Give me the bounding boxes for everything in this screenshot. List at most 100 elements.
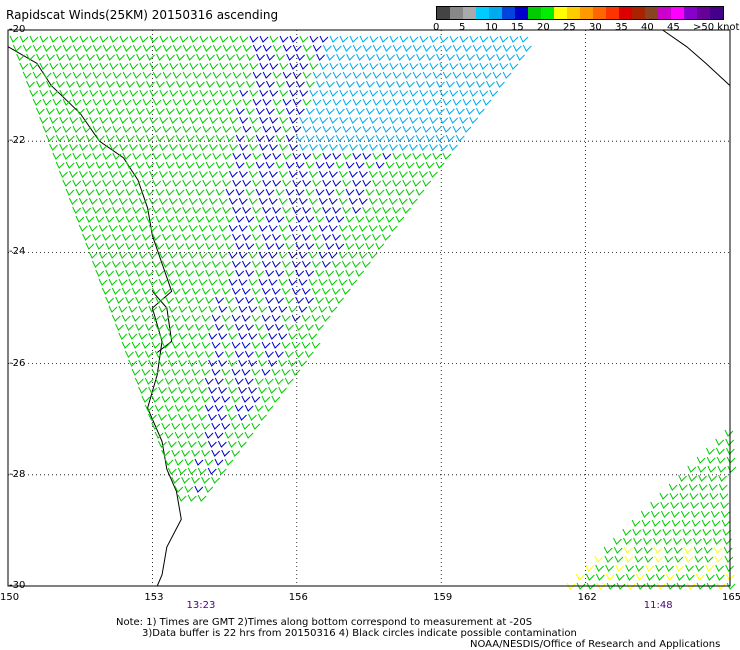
wind-barb — [125, 215, 135, 223]
wind-barb — [145, 107, 155, 115]
wind-barb — [459, 89, 469, 97]
new-caledonia-coastline — [662, 29, 731, 86]
wind-barb — [52, 71, 62, 79]
wind-barb — [155, 242, 165, 250]
wind-barb — [265, 296, 274, 304]
wind-barb — [222, 206, 232, 214]
wind-barb — [239, 89, 249, 97]
wind-barb — [238, 413, 247, 421]
wind-barb — [214, 350, 224, 358]
wind-barb — [722, 528, 732, 536]
wind-barb — [375, 242, 385, 250]
wind-barb — [177, 494, 187, 502]
wind-barb — [245, 161, 255, 169]
wind-barb — [175, 242, 185, 250]
wind-barb — [262, 44, 272, 52]
wind-barb — [164, 404, 174, 412]
pass-time-label: 13:23 — [186, 600, 216, 611]
wind-barb — [209, 116, 219, 124]
wind-barb — [432, 44, 442, 52]
wind-barb — [348, 278, 358, 286]
wind-barb — [372, 71, 382, 79]
wind-barb — [181, 368, 191, 376]
wind-barb — [335, 215, 345, 223]
wind-barb — [721, 519, 731, 527]
wind-barb — [359, 143, 368, 151]
wind-barb — [395, 134, 405, 142]
wind-barb — [302, 44, 312, 52]
wind-barb — [204, 404, 214, 412]
wind-barb — [256, 80, 265, 88]
wind-barb — [262, 71, 272, 79]
wind-barb — [211, 368, 221, 376]
wind-barb — [141, 341, 151, 349]
wind-barb — [248, 278, 258, 286]
wind-barb — [279, 89, 289, 97]
wind-barb — [178, 359, 188, 367]
wind-barb — [395, 107, 405, 115]
wind-barb — [322, 44, 332, 52]
wind-barb — [171, 422, 181, 430]
wind-barb — [472, 44, 482, 52]
wind-barb — [221, 314, 231, 322]
wind-barb — [322, 233, 331, 241]
wind-barb — [309, 89, 319, 97]
wind-barb — [174, 458, 184, 466]
wind-barb — [644, 555, 654, 563]
wind-barb — [166, 80, 175, 88]
wind-barb — [169, 170, 178, 178]
wind-barb — [315, 161, 325, 169]
wind-barb — [185, 188, 195, 196]
wind-barb — [201, 476, 210, 484]
colorbar-label: 40 — [641, 22, 654, 33]
wind-barb — [141, 395, 151, 403]
wind-barb — [375, 188, 385, 196]
wind-barb — [162, 179, 172, 187]
wind-barb — [386, 80, 395, 88]
wind-barb — [479, 35, 489, 43]
wind-barb — [389, 62, 399, 70]
wind-barb — [291, 260, 301, 268]
wind-barb — [258, 224, 268, 232]
wind-barb — [152, 179, 162, 187]
wind-barb — [195, 242, 205, 250]
wind-barb — [235, 161, 245, 169]
wind-barb — [98, 224, 108, 232]
wind-barb — [339, 116, 349, 124]
wind-barb — [145, 215, 155, 223]
wind-barb — [725, 438, 735, 446]
wind-barb — [342, 125, 352, 133]
wind-barb — [312, 125, 322, 133]
wind-barb — [615, 573, 625, 581]
wind-barb — [118, 278, 128, 286]
wind-barb — [242, 98, 252, 106]
wind-barb — [179, 89, 189, 97]
wind-barb — [158, 305, 168, 313]
wind-barb — [218, 278, 228, 286]
wind-barb — [122, 179, 132, 187]
wind-barb — [305, 269, 315, 277]
wind-barb — [72, 179, 82, 187]
wind-barb — [308, 251, 318, 259]
wind-barb — [291, 287, 301, 295]
wind-barb — [259, 89, 269, 97]
wind-barb — [406, 53, 415, 61]
wind-barb — [244, 377, 254, 385]
australia-coastline — [7, 46, 182, 587]
wind-barb — [154, 404, 164, 412]
wind-barb — [405, 134, 415, 142]
wind-barb — [179, 62, 189, 70]
wind-barb — [108, 278, 118, 286]
wind-barb — [241, 287, 251, 295]
wind-barb — [613, 537, 622, 545]
wind-barb — [238, 386, 247, 394]
wind-barb — [368, 197, 378, 205]
wind-barb — [192, 125, 202, 133]
wind-barb — [78, 197, 88, 205]
wind-barb — [119, 89, 129, 97]
wind-barb — [299, 62, 309, 70]
wind-barb — [318, 197, 328, 205]
wind-barb — [181, 314, 191, 322]
wind-barb — [366, 80, 375, 88]
wind-barb — [172, 206, 182, 214]
